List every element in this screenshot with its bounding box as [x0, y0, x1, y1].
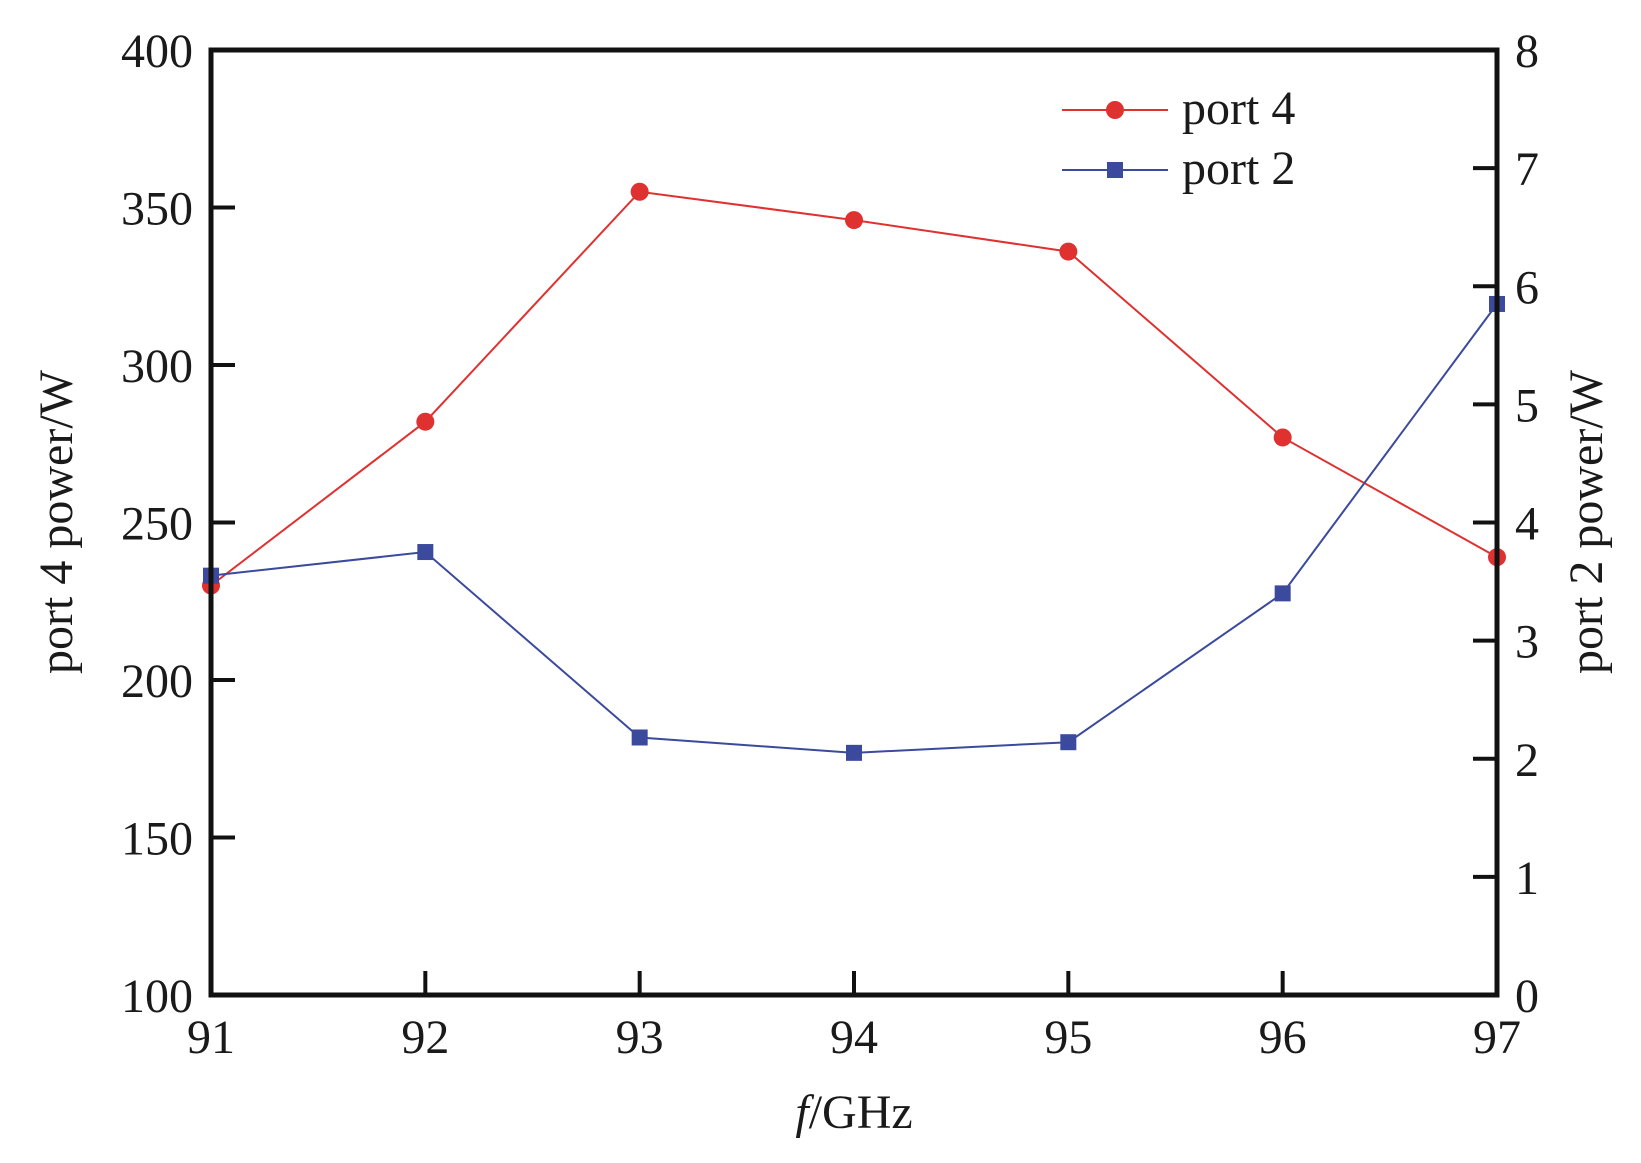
legend-label-port2: port 2 — [1182, 142, 1295, 195]
ticks-layer — [209, 48, 1499, 997]
legend: port 4 port 2 — [1062, 82, 1295, 195]
legend-item-port2: port 2 — [1062, 142, 1295, 195]
legend-marker-port2 — [1107, 162, 1123, 178]
series-layer — [202, 182, 1506, 761]
data-point-port2-1 — [417, 544, 434, 561]
labels-layer: 91 92 93 94 95 96 97 100 150 200 250 300 350 400 0 1 2 3 4… — [121, 25, 1539, 1064]
y-left-tick-label-4: 300 — [121, 340, 193, 393]
legend-label-port4: port 4 — [1182, 82, 1295, 135]
legend-marker-port4 — [1106, 101, 1124, 119]
data-point-port2-5 — [1274, 585, 1291, 602]
x-tick-label-0: 91 — [187, 1011, 235, 1064]
y-left-tick-label-5: 350 — [121, 183, 193, 236]
y-right-tick-label-6: 6 — [1515, 261, 1539, 314]
y-right-tick-label-4: 4 — [1515, 498, 1539, 551]
y-left-tick-label-3: 250 — [121, 498, 193, 551]
y-right-tick-label-3: 3 — [1515, 616, 1539, 669]
y-right-tick-label-7: 7 — [1515, 143, 1539, 196]
y-left-tick-label-6: 400 — [121, 25, 193, 78]
series-line-port4 — [210, 190, 1498, 587]
y-right-tick-label-2: 2 — [1515, 734, 1539, 787]
y-left-tick-label-1: 150 — [121, 813, 193, 866]
x-tick-label-4: 95 — [1044, 1011, 1092, 1064]
data-point-port2-3 — [846, 744, 862, 761]
data-point-port2-2 — [631, 729, 648, 746]
legend-item-port4: port 4 — [1062, 82, 1295, 135]
data-point-port4-4 — [1059, 242, 1078, 261]
series-line-port2 — [210, 303, 1498, 754]
y-right-tick-label-0: 0 — [1515, 970, 1539, 1023]
y-right-tick-label-5: 5 — [1515, 379, 1539, 432]
y-left-tick-label-0: 100 — [121, 970, 193, 1023]
plot-frame — [208, 47, 1500, 998]
y-left-tick-label-2: 200 — [121, 655, 193, 708]
x-tick-label-1: 92 — [401, 1011, 449, 1064]
x-tick-label-6: 97 — [1473, 1011, 1521, 1064]
x-tick-label-5: 96 — [1259, 1011, 1307, 1064]
y-right-tick-label-8: 8 — [1515, 25, 1539, 78]
y-axis-title-left: port 4 power/W — [30, 369, 83, 674]
data-point-port4-2 — [630, 182, 649, 201]
x-tick-label-2: 93 — [616, 1011, 664, 1064]
data-point-port4-5 — [1273, 428, 1292, 447]
data-point-port4-1 — [416, 412, 435, 431]
x-tick-label-3: 94 — [830, 1011, 878, 1064]
y-right-tick-label-1: 1 — [1515, 852, 1539, 905]
data-point-port2-4 — [1060, 734, 1077, 751]
x-axis-title: f/GHz — [795, 1086, 912, 1139]
y-axis-title-right: port 2 power/W — [1560, 369, 1613, 674]
data-point-port4-3 — [845, 211, 863, 230]
